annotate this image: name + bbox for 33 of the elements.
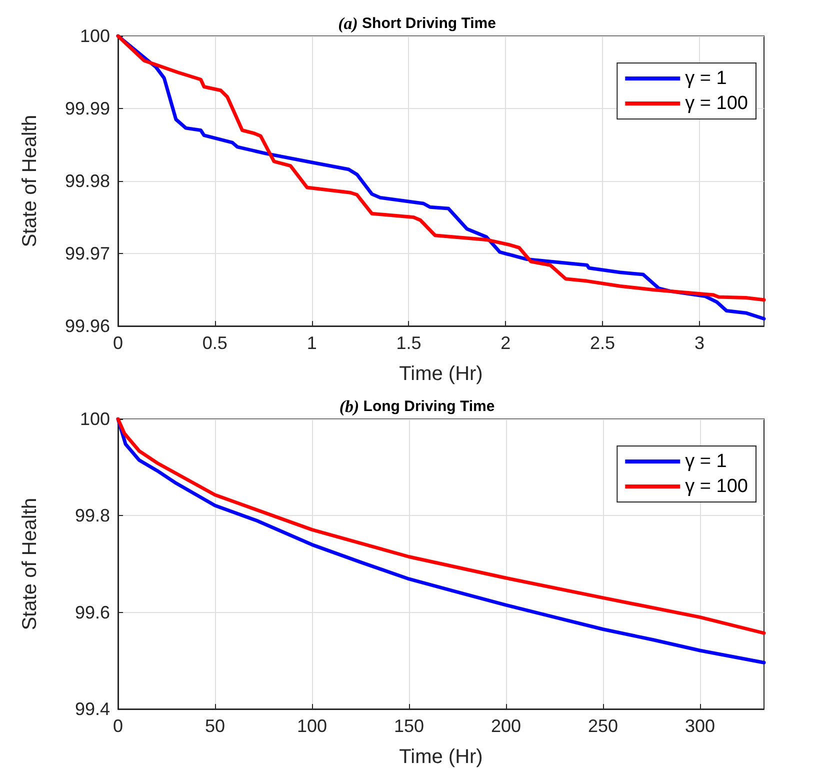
y-tick-label: 99.6 bbox=[74, 602, 110, 622]
x-tick-label: 2 bbox=[500, 333, 511, 353]
y-tick-label: 99.96 bbox=[64, 316, 110, 336]
x-axis-title: Time (Hr) bbox=[399, 363, 483, 385]
x-tick-label: 150 bbox=[394, 716, 424, 736]
y-tick-label: 99.98 bbox=[64, 171, 110, 191]
legend-label: γ = 100 bbox=[685, 476, 748, 497]
chart-title: (b) Long Driving Time bbox=[339, 397, 495, 416]
x-tick-label: 250 bbox=[588, 716, 618, 736]
x-tick-label: 200 bbox=[490, 716, 522, 736]
y-tick-label: 100 bbox=[80, 26, 110, 46]
legend-label: γ = 1 bbox=[685, 68, 727, 89]
chart-title: (a) Short Driving Time bbox=[338, 14, 496, 33]
legend-label: γ = 100 bbox=[685, 93, 748, 114]
x-tick-label: 3 bbox=[694, 333, 704, 353]
x-axis-title: Time (Hr) bbox=[399, 746, 483, 768]
y-tick-label: 100 bbox=[80, 409, 110, 429]
y-tick-label: 99.97 bbox=[64, 244, 110, 264]
x-tick-label: 300 bbox=[684, 716, 716, 736]
legend-label: γ = 1 bbox=[685, 451, 727, 472]
x-tick-label: 100 bbox=[296, 716, 328, 736]
x-tick-label: 2.5 bbox=[590, 333, 616, 353]
x-tick-label: 0 bbox=[112, 333, 124, 353]
x-tick-label: 1.5 bbox=[396, 333, 422, 353]
x-tick-label: 0 bbox=[112, 716, 124, 736]
y-axis-title: State of Health bbox=[19, 114, 41, 248]
x-tick-label: 0.5 bbox=[202, 333, 228, 353]
x-tick-label: 1 bbox=[306, 333, 317, 353]
y-tick-label: 99.99 bbox=[64, 98, 110, 118]
y-axis-title: State of Health bbox=[19, 498, 41, 630]
y-tick-label: 99.4 bbox=[74, 699, 110, 719]
y-tick-label: 99.8 bbox=[74, 506, 110, 526]
x-tick-label: 50 bbox=[204, 716, 226, 736]
